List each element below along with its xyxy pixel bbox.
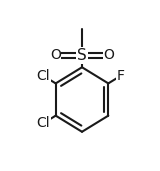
Text: Cl: Cl xyxy=(36,116,50,130)
Text: Cl: Cl xyxy=(36,69,50,83)
Text: O: O xyxy=(103,48,114,62)
Text: O: O xyxy=(50,48,61,62)
Text: F: F xyxy=(117,69,125,83)
Text: S: S xyxy=(77,48,87,63)
